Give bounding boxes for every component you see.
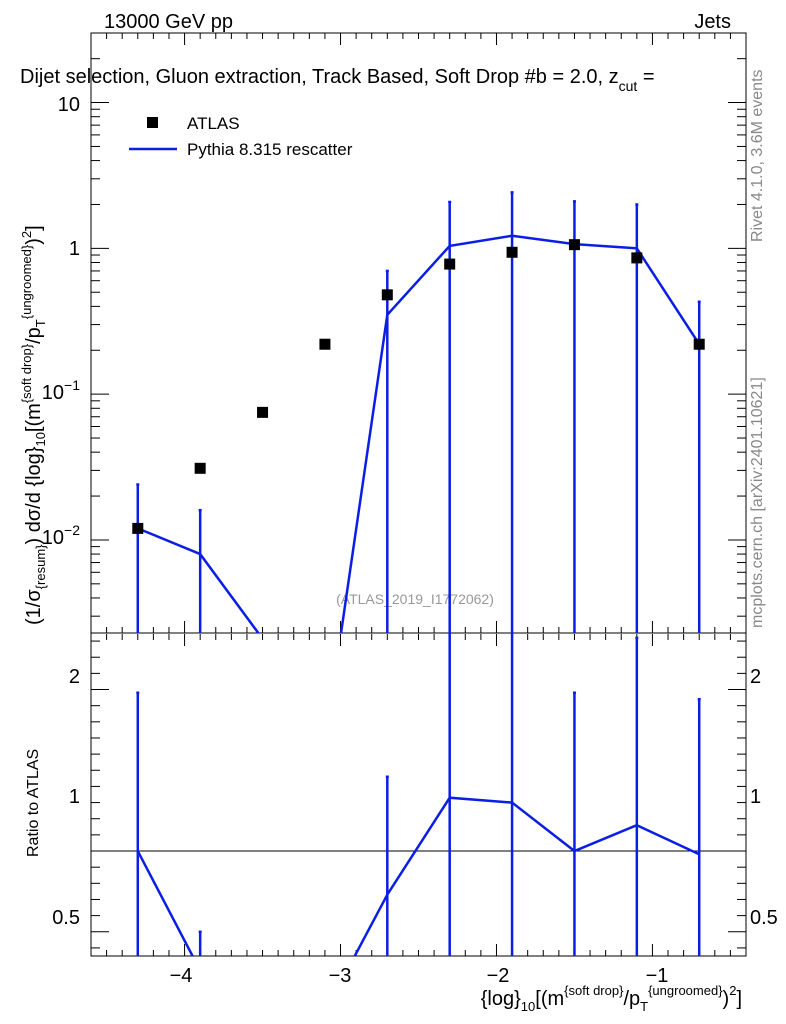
ratio-y-tick-label-right: 0.5 bbox=[750, 907, 778, 929]
category-label: Jets bbox=[694, 11, 731, 33]
axis-ticks bbox=[90, 32, 747, 956]
main-clip-group bbox=[132, 191, 705, 633]
atlas-data-point bbox=[568, 239, 580, 251]
ratio-y-tick-label: 1 bbox=[69, 786, 80, 808]
atlas-data-point bbox=[693, 338, 705, 350]
atlas-data-point bbox=[257, 406, 269, 418]
ratio-plot-area bbox=[91, 633, 746, 956]
x-tick-label: −1 bbox=[646, 965, 669, 987]
ratio-y-axis-label: Ratio to ATLAS bbox=[25, 749, 42, 857]
plot-title-sub: cut bbox=[619, 78, 638, 94]
mcplots-label: mcplots.cern.ch [arXiv:2401.10621] bbox=[749, 377, 766, 628]
atlas-data-point bbox=[631, 252, 643, 264]
main-y-tick-label: 10−1 bbox=[42, 377, 80, 404]
legend-atlas-label: ATLAS bbox=[187, 114, 240, 133]
x-tick-label: −2 bbox=[487, 965, 510, 987]
atlas-data-point bbox=[194, 462, 206, 474]
ratio-y-tick-label-right: 1 bbox=[750, 786, 761, 808]
ratio-y-tick-label: 0.5 bbox=[52, 907, 80, 929]
x-axis-label: {log}10[(m{soft drop}/pT{ungroomed})2] bbox=[481, 983, 742, 1014]
pythia-main-line bbox=[137, 234, 701, 633]
plot-title-main: Dijet selection, Gluon extraction, Track… bbox=[20, 66, 619, 88]
legend-atlas-marker bbox=[147, 117, 158, 128]
atlas-data-point bbox=[132, 522, 144, 534]
x-tick-label: −4 bbox=[170, 965, 193, 987]
plot-title-tail: = bbox=[637, 66, 654, 88]
main-y-tick-label: 10−2 bbox=[42, 522, 80, 549]
analysis-watermark: (ATLAS_2019_I1772062) bbox=[336, 591, 494, 607]
ratio-y-tick-label-right: 2 bbox=[750, 666, 761, 688]
x-tick-label: −3 bbox=[329, 965, 352, 987]
atlas-data-point bbox=[506, 246, 518, 258]
main-plot-area bbox=[132, 191, 705, 633]
atlas-data-point bbox=[444, 258, 456, 270]
ratio-clip-group bbox=[91, 633, 746, 956]
main-y-axis-label: (1/σ{resum}) dσ/d {log}10[(m{soft drop}/… bbox=[19, 225, 48, 625]
energy-label: 13000 GeV pp bbox=[104, 11, 233, 33]
legend-pythia-label: Pythia 8.315 rescatter bbox=[187, 140, 353, 159]
pythia-ratio-line bbox=[136, 796, 700, 956]
ratio-y-tick-label: 2 bbox=[69, 666, 80, 688]
atlas-data-point bbox=[319, 338, 331, 350]
main-y-tick-label: 1 bbox=[69, 238, 80, 260]
rivet-label: Rivet 4.1.0, 3.6M events bbox=[749, 69, 766, 242]
atlas-data-point bbox=[381, 289, 393, 301]
ratio-plot-frame bbox=[90, 632, 747, 957]
main-y-tick-label: 10 bbox=[58, 94, 80, 116]
plot-title: Dijet selection, Gluon extraction, Track… bbox=[20, 66, 655, 94]
